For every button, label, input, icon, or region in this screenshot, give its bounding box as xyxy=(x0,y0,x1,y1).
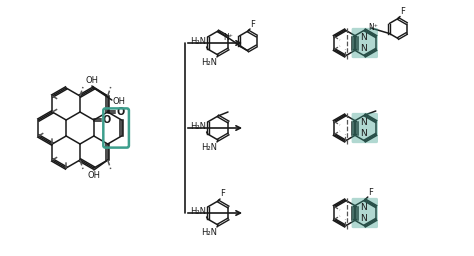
Text: N: N xyxy=(360,129,367,138)
Text: OH: OH xyxy=(87,171,100,180)
Text: OH: OH xyxy=(85,76,99,85)
Text: H₂N: H₂N xyxy=(191,122,207,131)
Text: O: O xyxy=(117,107,125,117)
Text: O: O xyxy=(103,115,111,125)
Text: H₂N: H₂N xyxy=(201,143,217,152)
Text: F: F xyxy=(368,188,373,197)
Text: N: N xyxy=(360,44,367,53)
Text: H₂N: H₂N xyxy=(201,58,217,67)
Text: F: F xyxy=(250,20,255,29)
Text: H₂N: H₂N xyxy=(201,228,217,237)
Text: N⁺: N⁺ xyxy=(223,34,233,42)
FancyBboxPatch shape xyxy=(352,28,378,58)
Text: F: F xyxy=(400,7,405,16)
Text: N: N xyxy=(360,118,367,127)
Text: F: F xyxy=(220,189,225,198)
Text: H₂N: H₂N xyxy=(191,207,207,216)
FancyBboxPatch shape xyxy=(352,113,378,143)
Text: N⁺: N⁺ xyxy=(368,24,378,33)
FancyBboxPatch shape xyxy=(352,198,378,228)
Text: N: N xyxy=(360,203,367,212)
Text: OH: OH xyxy=(113,97,126,105)
Text: N: N xyxy=(360,214,367,223)
Text: N: N xyxy=(360,33,367,42)
Text: H₂N: H₂N xyxy=(191,37,207,46)
